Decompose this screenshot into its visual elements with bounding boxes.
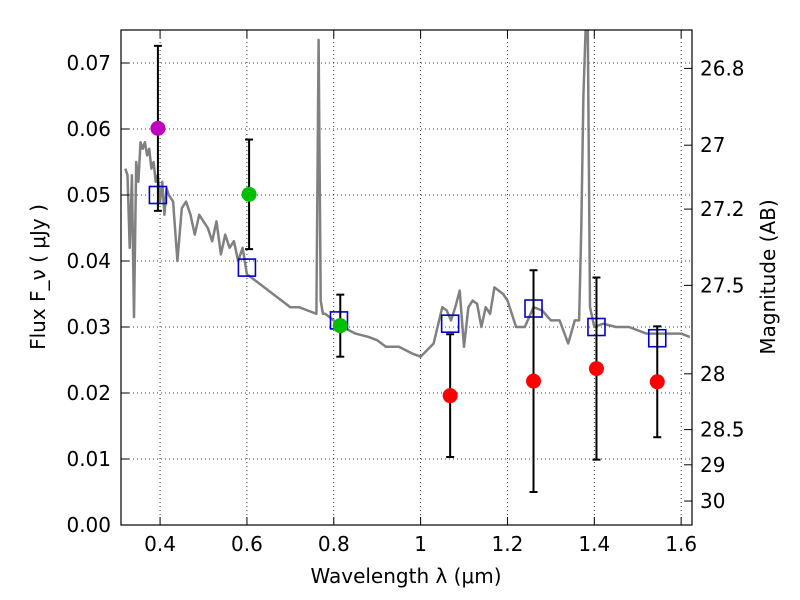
y-tick-label-5: 0.05 [66,183,111,207]
y-right-tick-label-2: 27.2 [700,197,745,221]
plot-area [124,30,691,493]
y-right-tick-label-4: 28 [700,362,725,386]
y-right-tick-label-6: 29 [700,453,725,477]
data-point-red-2 [588,361,604,377]
grid [121,30,692,526]
data-point-magenta-0 [150,120,166,136]
y-right-tick-label-3: 27.5 [700,273,745,297]
x-tick-label-3: 1 [414,532,427,556]
tick-labels: 0.4 0.6 0.8 1 1.2 1.4 1.6 0.00 0.01 0.02 0.03 0.04 0… [66,51,744,556]
y-tick-label-0: 0.00 [66,513,111,537]
data-point-red-1 [526,373,542,389]
data-point-red-0 [442,388,458,404]
y-tick-label-7: 0.07 [66,51,111,75]
x-tick-label-2: 0.8 [318,532,350,556]
axes [120,29,693,526]
data-point-green-0 [241,186,257,202]
y-right-tick-label-0: 26.8 [700,56,745,80]
y-tick-label-3: 0.03 [66,315,111,339]
y-right-tick-label-5: 28.5 [700,418,745,442]
y-axis-label: Flux F_ν ( μJy ) [26,204,50,350]
y-tick-label-4: 0.04 [66,249,111,273]
y-tick-label-6: 0.06 [66,117,111,141]
y-right-tick-label-7: 30 [700,489,725,513]
x-tick-label-4: 1.2 [492,532,524,556]
x-tick-label-5: 1.4 [578,532,610,556]
x-tick-label-0: 0.4 [144,532,176,556]
x-tick-label-6: 1.6 [665,532,697,556]
axes-frame [120,29,693,526]
model-photometry-square-3 [440,314,460,334]
y-tick-label-1: 0.01 [66,447,111,471]
y-axis-right-label: Magnitude (AB) [756,199,780,354]
model-spectrum-line [124,30,691,358]
data-point-green-1 [332,318,348,334]
x-axis-label: Wavelength λ (μm) [310,564,501,588]
x-tick-label-1: 0.6 [231,532,263,556]
y-right-tick-label-1: 27 [700,133,725,157]
model-photometry-square-1 [237,258,257,277]
data-point-red-3 [649,374,665,390]
y-tick-label-2: 0.02 [66,381,111,405]
